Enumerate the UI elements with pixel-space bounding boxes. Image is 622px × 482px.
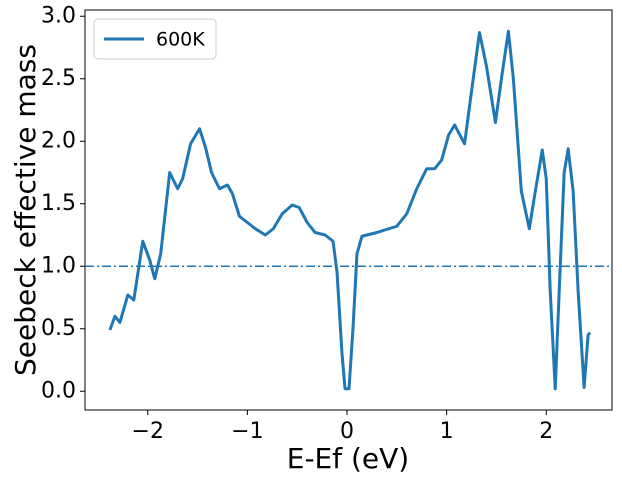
- x-tick-label: −2: [132, 419, 164, 444]
- x-tick-label: 2: [539, 419, 553, 444]
- y-tick-label: 2.5: [41, 66, 76, 91]
- y-tick-label: 1.0: [41, 253, 76, 278]
- y-axis-label: Seebeck effective mass: [9, 44, 42, 376]
- y-tick-label: 0.5: [41, 316, 76, 341]
- y-tick-label: 2.0: [41, 128, 76, 153]
- y-tick-label: 0.0: [41, 378, 76, 403]
- x-tick-label: 1: [440, 419, 454, 444]
- data-line: [108, 29, 592, 391]
- x-tick-label: 0: [340, 419, 354, 444]
- x-tick-label: −1: [231, 419, 263, 444]
- legend-label: 600K: [156, 29, 205, 51]
- plot-frame: [84, 9, 613, 411]
- x-axis-label: E-Ef (eV): [287, 442, 409, 475]
- legend-box: [93, 18, 217, 60]
- y-tick-label: 1.5: [41, 191, 76, 216]
- y-tick-label: 3.0: [41, 3, 76, 28]
